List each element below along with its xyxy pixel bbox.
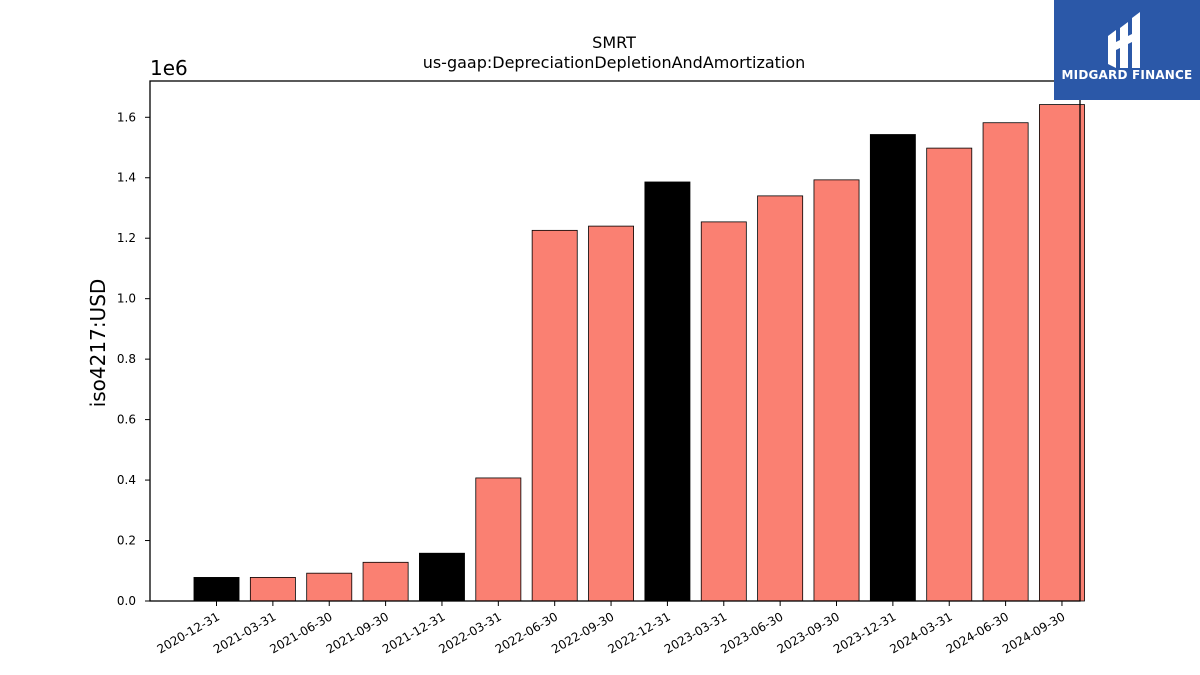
bar-2020-12-31 [193,577,240,602]
x-tick-label: 2023-12-31 [831,609,898,656]
y-tick-label: 0.2 [117,534,136,548]
plot-frame [149,80,1081,602]
bar-2022-03-31 [475,477,522,602]
bar-2021-12-31 [419,552,465,602]
x-tick-label: 2024-09-30 [1000,609,1067,656]
y-ticks-group: 0.0 0.2 0.4 0.6 0.8 1.0 1.2 1.4 1.6 [117,110,150,608]
y-tick-label: 1.6 [117,110,136,124]
y-axis-label: iso4217:USD [86,279,110,408]
bar-2024-03-31 [926,147,973,602]
bar-2022-12-31 [644,181,691,602]
bar-2023-06-30 [757,195,804,602]
bar-2021-06-30 [306,572,353,602]
x-tick-label: 2021-12-31 [380,609,447,656]
logo-text: MIDGARD FINANCE [1061,68,1193,82]
x-tick-label: 2022-06-30 [493,609,560,656]
x-tick-label: 2022-12-31 [606,609,673,656]
bar-2023-09-30 [813,179,860,602]
bar-2023-03-31 [700,221,747,602]
x-tick-label: 2024-06-30 [944,609,1011,656]
y-tick-label: 1.2 [117,231,136,245]
y-tick-label: 0.6 [117,413,136,427]
bar-2021-09-30 [362,561,409,602]
y-tick-label: 0.0 [117,594,136,608]
x-tick-label: 2021-03-31 [211,609,278,656]
x-tick-label: 2021-06-30 [267,609,334,656]
x-tick-label: 2021-09-30 [324,609,391,656]
bar-2022-06-30 [531,229,578,602]
midgard-finance-logo: MIDGARD FINANCE [1054,0,1200,100]
y-tick-label: 0.4 [117,473,136,487]
bar-2024-09-30 [1039,104,1085,602]
x-tick-label: 2023-09-30 [775,609,842,656]
bar-2023-12-31 [869,134,916,602]
y-tick-label: 1.0 [117,292,136,306]
x-tick-label: 2020-12-31 [155,609,222,656]
chart-title: SMRT [592,33,636,52]
x-tick-label: 2022-03-31 [436,609,503,656]
bar-2024-06-30 [982,122,1029,602]
y-tick-label: 0.8 [117,352,136,366]
x-ticks-group: 2020-12-312021-03-312021-06-302021-09-30… [155,601,1067,656]
bars-group [193,104,1085,602]
y-tick-label: 1.4 [117,171,136,185]
bar-2021-03-31 [249,577,296,602]
x-tick-label: 2023-06-30 [718,609,785,656]
midgard-logo-icon [1108,12,1140,68]
x-tick-label: 2024-03-31 [887,609,954,656]
chart-subtitle: us-gaap:DepreciationDepletionAndAmortiza… [423,53,806,72]
bar-2022-09-30 [588,225,635,602]
x-tick-label: 2023-03-31 [662,609,729,656]
y-multiplier-label: 1e6 [150,56,188,80]
x-tick-label: 2022-09-30 [549,609,616,656]
